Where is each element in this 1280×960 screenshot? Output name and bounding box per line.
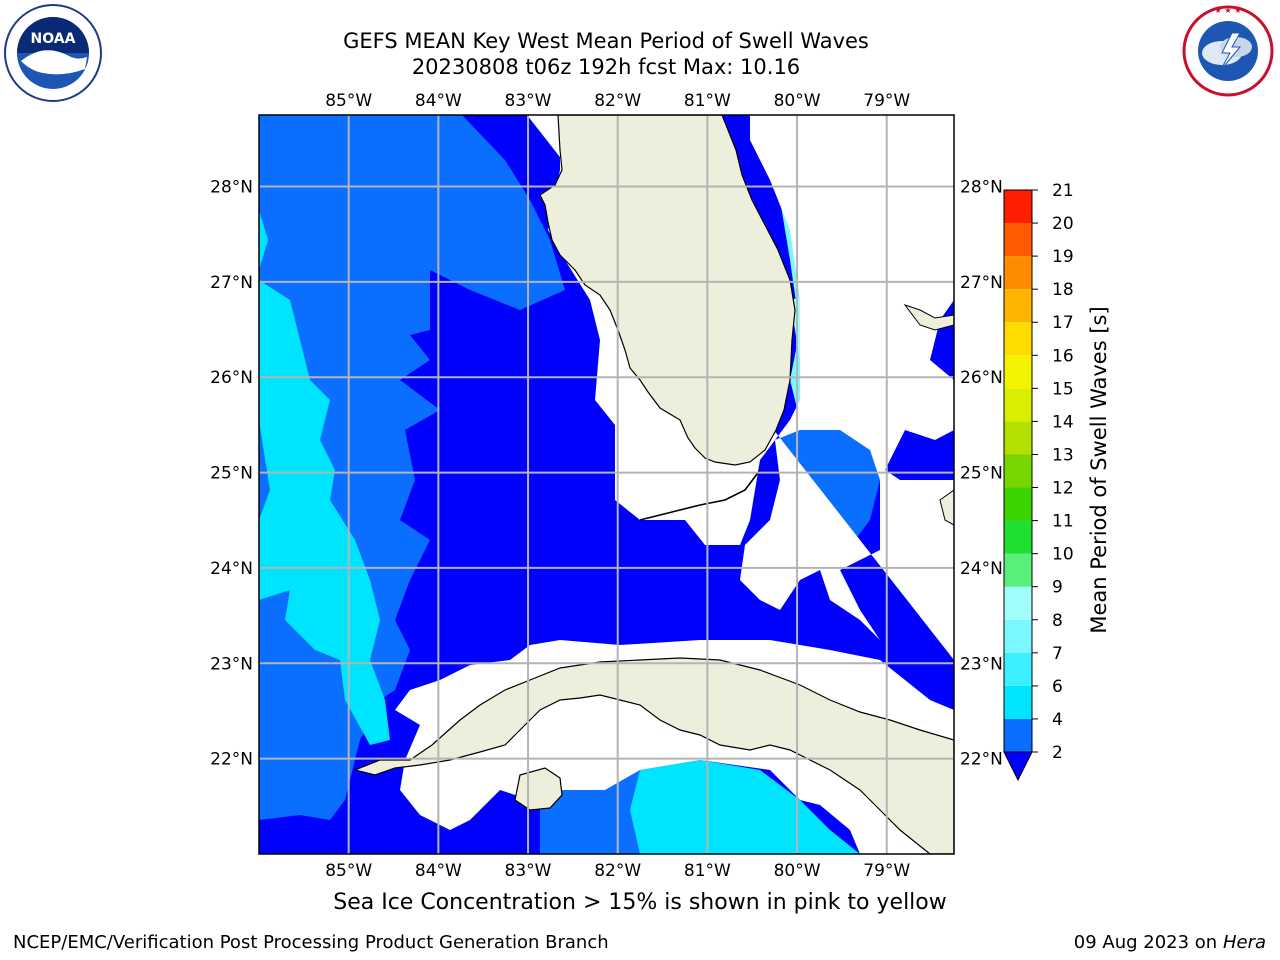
noaa-logo-text: NOAA <box>31 31 76 47</box>
colorbar-segment <box>1004 454 1032 488</box>
lat-labels-left: 28°N 27°N 26°N 25°N 24°N 23°N 22°N <box>210 178 253 770</box>
colorbar-tick-label: 6 <box>1052 677 1063 697</box>
lat-tick-label: 24°N <box>960 559 1003 579</box>
lon-tick-label: 82°W <box>594 861 641 881</box>
lat-tick-label: 26°N <box>960 368 1003 388</box>
map-frame <box>258 114 955 855</box>
colorbar-segment <box>1004 388 1032 422</box>
colorbar-tick-label: 4 <box>1052 710 1063 730</box>
colorbar-tick-label: 7 <box>1052 644 1063 664</box>
colorbar: 2 4 6 7 8 9 10 11 12 13 14 15 16 17 18 19 20 21 <box>1003 181 1074 782</box>
colorbar-segment <box>1004 619 1032 653</box>
lon-tick-label: 79°W <box>863 91 910 111</box>
colorbar-segment <box>1004 520 1032 554</box>
colorbar-tick-label: 15 <box>1052 379 1074 399</box>
colorbar-tick-label: 12 <box>1052 479 1074 499</box>
nws-logo: ★ ★ ★ <box>1182 5 1274 97</box>
land-isla-juventud <box>514 767 563 811</box>
lon-tick-label: 81°W <box>684 91 731 111</box>
footer-host: Hera <box>1222 932 1266 953</box>
colorbar-segment <box>1004 223 1032 257</box>
colorbar-segment <box>1004 685 1032 719</box>
colorbar-tick-label: 9 <box>1052 578 1063 598</box>
colorbar-tick-label: 10 <box>1052 545 1074 565</box>
colorbar-tick-label: 17 <box>1052 313 1074 333</box>
lat-tick-label: 25°N <box>960 464 1003 484</box>
lon-tick-label: 84°W <box>415 861 462 881</box>
lon-tick-label: 83°W <box>505 91 552 111</box>
lon-tick-label: 80°W <box>774 91 821 111</box>
colorbar-tick-label: 20 <box>1052 214 1074 234</box>
colorbar-segment <box>1004 487 1032 521</box>
colorbar-under-extension <box>1003 751 1033 782</box>
lat-tick-label: 23°N <box>960 654 1003 674</box>
lon-tick-label: 81°W <box>684 861 731 881</box>
swell-field-4-6s-south <box>630 760 860 854</box>
colorbar-segment <box>1004 190 1032 224</box>
lat-tick-label: 26°N <box>210 368 253 388</box>
footer-date-text: 09 Aug 2023 on <box>1073 932 1218 953</box>
chart-subtitle: 20230808 t06z 192h fcst Max: 10.16 <box>411 55 801 79</box>
colorbar-tick-label: 16 <box>1052 346 1074 366</box>
lon-labels-top: 85°W 84°W 83°W 82°W 81°W 80°W 79°W <box>325 91 910 111</box>
svg-text:★ ★ ★: ★ ★ ★ <box>1214 6 1241 15</box>
lon-tick-label: 83°W <box>505 861 552 881</box>
map-gridlines <box>259 115 954 854</box>
lat-tick-label: 27°N <box>210 273 253 293</box>
lat-tick-label: 27°N <box>960 273 1003 293</box>
lon-tick-label: 79°W <box>863 861 910 881</box>
chart-title: GEFS MEAN Key West Mean Period of Swell … <box>343 29 869 53</box>
colorbar-tick-label: 21 <box>1052 181 1074 201</box>
land-andros <box>939 489 954 526</box>
colorbar-segment <box>1004 289 1032 323</box>
colorbar-tick-label: 2 <box>1052 743 1063 763</box>
lat-tick-label: 24°N <box>210 559 253 579</box>
colorbar-segment <box>1004 355 1032 389</box>
land-cuba <box>353 657 954 854</box>
colorbar-tick-label: 8 <box>1052 611 1063 631</box>
colorbar-segment <box>1004 421 1032 455</box>
land-bahamas <box>903 304 954 331</box>
colorbar-segment <box>1004 256 1032 290</box>
colorbar-tick-label: 14 <box>1052 412 1074 432</box>
lon-tick-label: 85°W <box>325 861 372 881</box>
lon-labels-bottom: 85°W 84°W 83°W 82°W 81°W 80°W 79°W <box>325 861 910 881</box>
colorbar-tick-label: 19 <box>1052 247 1074 267</box>
lat-tick-label: 28°N <box>210 178 253 198</box>
colorbar-segment <box>1004 652 1032 686</box>
colorbar-frame <box>1003 189 1033 753</box>
lat-tick-label: 28°N <box>960 178 1003 198</box>
missing-data-gulf-coast <box>395 115 954 854</box>
sea-ice-note: Sea Ice Concentration > 15% is shown in … <box>333 890 947 915</box>
noaa-logo: NOAA <box>4 4 102 102</box>
lon-tick-label: 85°W <box>325 91 372 111</box>
colorbar-segment <box>1004 322 1032 356</box>
colorbar-segment <box>1004 718 1032 752</box>
colorbar-tick-label: 11 <box>1052 512 1074 532</box>
colorbar-segment <box>1004 553 1032 587</box>
lon-tick-label: 82°W <box>594 91 641 111</box>
lat-tick-label: 25°N <box>210 464 253 484</box>
colorbar-title: Mean Period of Swell Waves [s] <box>1087 306 1111 633</box>
lat-tick-label: 22°N <box>210 750 253 770</box>
lat-labels-right: 28°N 27°N 26°N 25°N 24°N 23°N 22°N <box>960 178 1003 770</box>
colorbar-segment <box>1004 586 1032 620</box>
lon-tick-label: 84°W <box>415 91 462 111</box>
footer-branch: NCEP/EMC/Verification Post Processing Pr… <box>13 932 609 953</box>
lat-tick-label: 22°N <box>960 750 1003 770</box>
footer-date: 09 Aug 2023 on Hera <box>1074 932 1266 953</box>
lon-tick-label: 80°W <box>774 861 821 881</box>
florida-keys <box>639 469 761 521</box>
map-field <box>259 115 954 854</box>
missing-data-east-box <box>860 385 910 448</box>
colorbar-tick-label: 18 <box>1052 280 1074 300</box>
colorbar-tick-label: 13 <box>1052 445 1074 465</box>
swell-field-4-6s-west <box>259 280 390 745</box>
lat-tick-label: 23°N <box>210 654 253 674</box>
swell-field-4-6s-west-top <box>259 210 268 270</box>
